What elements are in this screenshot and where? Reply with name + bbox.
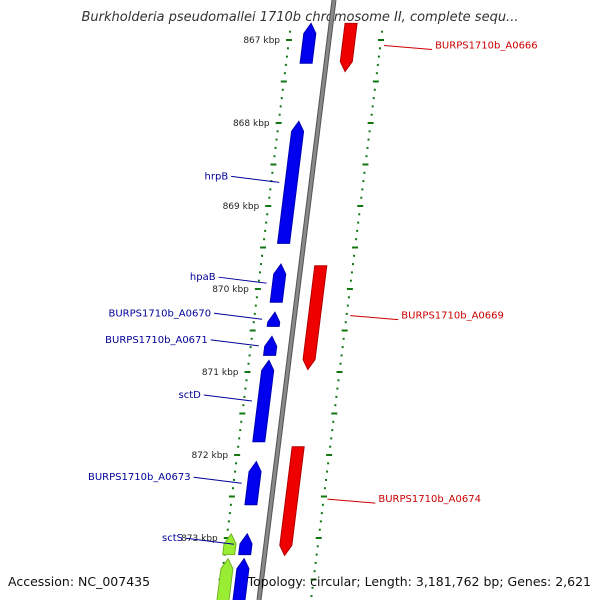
gene-arrow-f6 xyxy=(263,335,278,356)
label-leader-line xyxy=(327,498,376,504)
label-leader-line xyxy=(231,175,280,183)
label-leader-line xyxy=(193,476,242,484)
gene-arrow-f9 xyxy=(244,460,262,506)
label-leader-line xyxy=(218,276,267,284)
genome-stats-text: Topology: circular; Length: 3,181,762 bp… xyxy=(247,574,591,589)
gene-arrow-f10 xyxy=(279,446,305,557)
gene-arrow-f8 xyxy=(252,359,275,443)
gene-label: BURPS1710b_A0669 xyxy=(401,311,504,322)
tick-layer: 867 kbp 868 kbp 869 kbp 870 kbp 871 kbp 872 k… xyxy=(181,30,384,598)
gene-label: BURPS1710b_A0674 xyxy=(378,494,481,505)
gene-arrow-f13 xyxy=(216,557,234,600)
scale-tick-label: 868 kbp xyxy=(233,119,270,129)
gene-label: sctS xyxy=(162,533,183,544)
scale-tick-label: 872 kbp xyxy=(191,451,228,461)
gene-label: sctD xyxy=(179,390,202,401)
map-title: Burkholderia pseudomallei 1710b chromoso… xyxy=(81,10,519,25)
backbone-line xyxy=(257,0,336,600)
gene-label: BURPS1710b_A0666 xyxy=(435,40,538,51)
scale-tick-label: 873 kbp xyxy=(181,534,218,544)
gene-label: BURPS1710b_A0671 xyxy=(105,335,208,346)
gene-arrow-f12 xyxy=(238,532,253,556)
label-leader-line xyxy=(214,312,263,320)
scale-tick-label: 871 kbp xyxy=(202,368,239,378)
accession-text: Accession: NC_007435 xyxy=(8,574,151,589)
gene-label: BURPS1710b_A0670 xyxy=(108,308,211,319)
gene-arrow-f14 xyxy=(232,557,250,600)
gene-arrow-f11 xyxy=(222,532,237,556)
gene-label: BURPS1710b_A0673 xyxy=(88,472,191,483)
gene-label: hrpB xyxy=(205,171,229,182)
label-leader-line xyxy=(185,537,235,545)
gene-arrow-f1 xyxy=(299,22,317,64)
label-leader-line xyxy=(203,394,252,402)
gene-arrow-f2 xyxy=(339,22,358,73)
label-leader-line xyxy=(210,339,259,347)
label-layer: BURPS1710b_A0666 hrpB hpaB BURPS1710b_A0670… xyxy=(88,40,538,545)
gene-arrow-f7 xyxy=(302,265,328,371)
scale-tick-label: 867 kbp xyxy=(243,36,280,46)
scale-tick-label: 869 kbp xyxy=(223,202,260,212)
gene-arrow-f3 xyxy=(277,120,305,244)
scale-tick-label: 870 kbp xyxy=(212,285,249,295)
gene-label: hpaB xyxy=(190,272,216,283)
gene-arrow-f4 xyxy=(269,263,287,303)
backbone-layer xyxy=(256,0,337,600)
label-leader-line xyxy=(350,315,399,321)
gene-layer xyxy=(216,22,358,600)
label-leader-line xyxy=(384,44,433,50)
gene-arrow-f5 xyxy=(266,311,281,327)
